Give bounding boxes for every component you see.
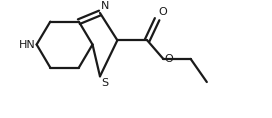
Text: O: O bbox=[158, 7, 167, 17]
Text: N: N bbox=[101, 1, 110, 11]
Text: O: O bbox=[165, 54, 173, 64]
Text: S: S bbox=[102, 78, 109, 88]
Text: HN: HN bbox=[18, 40, 35, 50]
